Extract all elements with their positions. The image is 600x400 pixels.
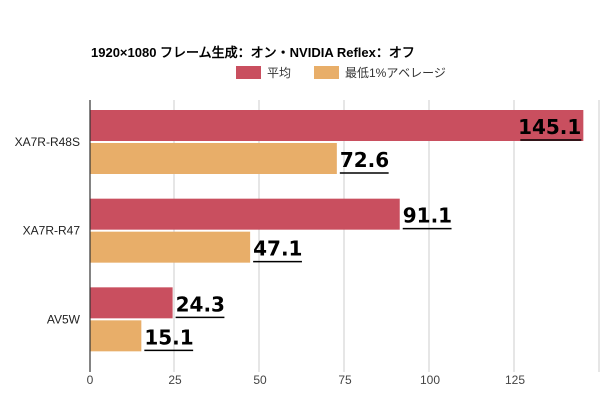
x-tick-label: 100	[420, 373, 440, 387]
category-label: XA7R-R47	[23, 224, 81, 238]
bar	[90, 110, 584, 141]
bar	[90, 198, 400, 230]
category-label: XA7R-R48S	[15, 135, 80, 149]
x-tick-label: 125	[505, 373, 525, 387]
legend-item-low1: 最低1%アベレージ	[314, 64, 446, 81]
bar	[90, 143, 337, 174]
bar	[90, 231, 251, 263]
data-label: 145.1	[518, 115, 581, 139]
category-label: AV5W	[47, 312, 81, 326]
data-label: 47.1	[253, 237, 302, 261]
legend-swatch-average	[236, 66, 261, 79]
data-label: 24.3	[176, 292, 225, 316]
data-label: 91.1	[403, 204, 452, 228]
legend-item-average: 平均	[236, 64, 291, 81]
legend-swatch-low1	[314, 66, 339, 79]
legend-label-low1: 最低1%アベレージ	[345, 66, 446, 80]
x-tick-label: 0	[87, 373, 94, 387]
x-tick-label: 75	[338, 373, 352, 387]
bar	[90, 287, 173, 319]
chart-title: 1920×1080 フレーム生成：オン・NVIDIA Reflex：オフ	[91, 45, 415, 60]
data-label: 72.6	[340, 148, 389, 172]
x-tick-label: 25	[168, 373, 182, 387]
bar	[90, 320, 142, 352]
legend-label-average: 平均	[267, 66, 292, 80]
x-tick-label: 50	[253, 373, 267, 387]
data-label: 15.1	[144, 325, 193, 349]
